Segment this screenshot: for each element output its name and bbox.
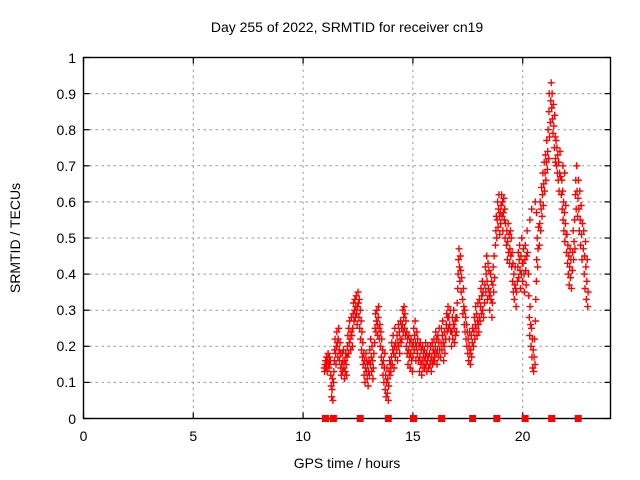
zero-marker (322, 415, 329, 422)
zero-marker (548, 415, 556, 422)
y-tick-label: 1 (68, 49, 76, 66)
x-tick-label: 10 (295, 428, 311, 444)
y-tick-label: 0.8 (56, 121, 76, 138)
x-tick-label: 20 (514, 428, 531, 444)
x-axis-title: GPS time / hours (293, 455, 401, 471)
chart-title: Day 255 of 2022, SRMTID for receiver cn1… (210, 19, 484, 35)
zero-marker (574, 415, 582, 422)
zero-marker (410, 415, 417, 422)
y-tick-label: 0.2 (56, 338, 76, 355)
x-tick-label: 15 (405, 428, 421, 444)
zero-marker (384, 415, 392, 422)
y-tick-label: 0.7 (56, 157, 76, 174)
zero-marker (438, 415, 446, 422)
y-tick-label: 0.1 (56, 374, 76, 391)
zero-marker (356, 415, 364, 422)
y-tick-label: 0.6 (56, 193, 76, 210)
zero-marker (521, 415, 529, 422)
x-tick-label: 0 (79, 428, 88, 444)
y-tick-label: 0.3 (56, 302, 76, 319)
zero-marker (469, 415, 477, 422)
zero-marker (493, 415, 501, 422)
zero-marker (329, 415, 337, 422)
y-tick-label: 0.4 (56, 266, 76, 283)
x-tick-label: 5 (189, 428, 198, 444)
scatter-points (320, 79, 592, 404)
y-tick-label: 0.5 (56, 230, 76, 246)
y-tick-label: 0.9 (56, 85, 76, 102)
plot-frame (82, 56, 612, 420)
y-tick-label: 0 (68, 410, 76, 427)
